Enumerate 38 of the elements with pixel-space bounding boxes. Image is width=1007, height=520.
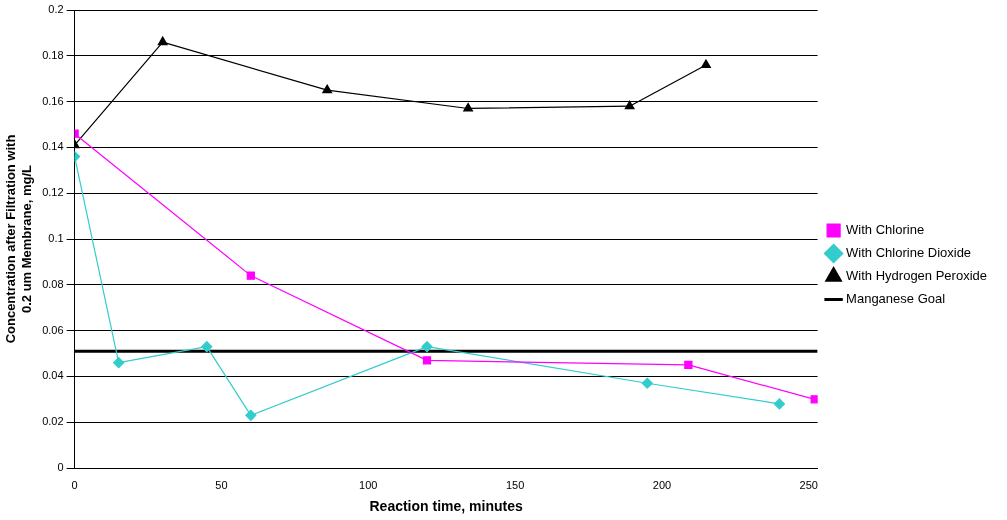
y-axis-title: Concentration after Filtration with 0.2 um Membrane, mg/L (3, 134, 34, 344)
point (157, 36, 168, 46)
x-axis-title: Reaction time, minutes (369, 498, 523, 515)
x-tick-label: 250 (799, 478, 818, 491)
point (421, 341, 433, 353)
legend-label: With Chlorine (846, 222, 925, 238)
x-tick-label: 50 (215, 478, 228, 491)
y-tick-label: 0.12 (42, 186, 64, 199)
y-tick-label: 0.02 (42, 415, 64, 428)
point (245, 409, 257, 421)
point (201, 341, 213, 353)
y-tick-label: 0.18 (42, 48, 64, 61)
point (422, 356, 432, 365)
point (246, 271, 255, 280)
y-tick-label: 0.2 (48, 3, 64, 16)
y-tick-label: 0.1 (48, 232, 64, 245)
y-tick-label: 0.06 (42, 323, 64, 336)
y-tick-label: 0 (57, 461, 64, 474)
legend-label: Manganese Goal (846, 291, 946, 307)
legend-label: With Hydrogen Peroxide (846, 268, 988, 284)
point (624, 100, 635, 110)
x-tick-label: 0 (71, 478, 78, 491)
x-tick-label: 100 (359, 478, 378, 491)
x-tick-label: 150 (505, 478, 525, 491)
y-tick-label: 0.04 (42, 369, 64, 382)
point (113, 357, 125, 369)
y-tick-label: 0.16 (42, 94, 64, 107)
point (701, 59, 711, 69)
x-tick-label: 200 (652, 478, 672, 491)
point (322, 84, 333, 94)
point (463, 102, 474, 112)
y-tick-label: 0.08 (42, 277, 64, 290)
point (773, 398, 786, 410)
point (641, 377, 653, 389)
point (684, 360, 693, 370)
y-tick-label: 0.14 (42, 140, 64, 153)
point (810, 395, 818, 404)
legend-label: With Chlorine Dioxide (846, 245, 972, 261)
